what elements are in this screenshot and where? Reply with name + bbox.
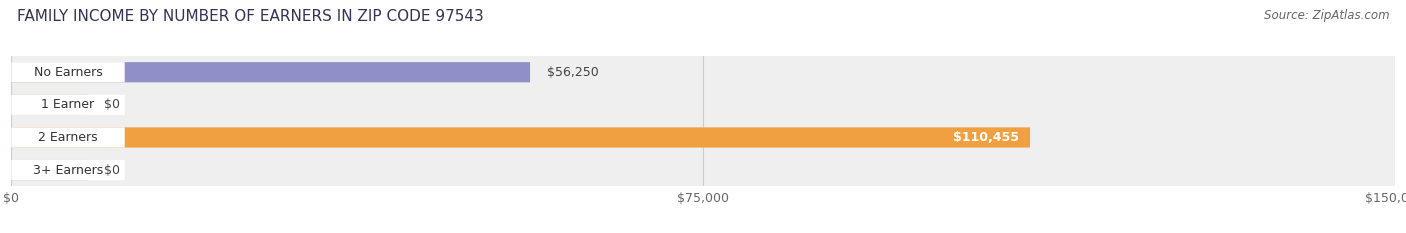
FancyBboxPatch shape bbox=[11, 127, 125, 147]
Text: FAMILY INCOME BY NUMBER OF EARNERS IN ZIP CODE 97543: FAMILY INCOME BY NUMBER OF EARNERS IN ZI… bbox=[17, 9, 484, 24]
FancyBboxPatch shape bbox=[11, 62, 530, 82]
Text: $0: $0 bbox=[104, 164, 120, 177]
FancyBboxPatch shape bbox=[11, 62, 125, 82]
Text: 3+ Earners: 3+ Earners bbox=[32, 164, 103, 177]
Text: $56,250: $56,250 bbox=[547, 66, 599, 79]
Text: $0: $0 bbox=[104, 98, 120, 111]
FancyBboxPatch shape bbox=[11, 127, 1031, 147]
Text: $110,455: $110,455 bbox=[953, 131, 1019, 144]
FancyBboxPatch shape bbox=[11, 95, 87, 115]
Bar bbox=[11, 121, 1395, 154]
FancyBboxPatch shape bbox=[11, 95, 125, 115]
Bar bbox=[11, 89, 1395, 121]
Bar bbox=[11, 154, 1395, 186]
Text: Source: ZipAtlas.com: Source: ZipAtlas.com bbox=[1264, 9, 1389, 22]
Text: 2 Earners: 2 Earners bbox=[38, 131, 98, 144]
FancyBboxPatch shape bbox=[11, 160, 87, 180]
Bar bbox=[11, 56, 1395, 89]
Text: 1 Earner: 1 Earner bbox=[41, 98, 94, 111]
FancyBboxPatch shape bbox=[11, 160, 125, 180]
Text: No Earners: No Earners bbox=[34, 66, 103, 79]
